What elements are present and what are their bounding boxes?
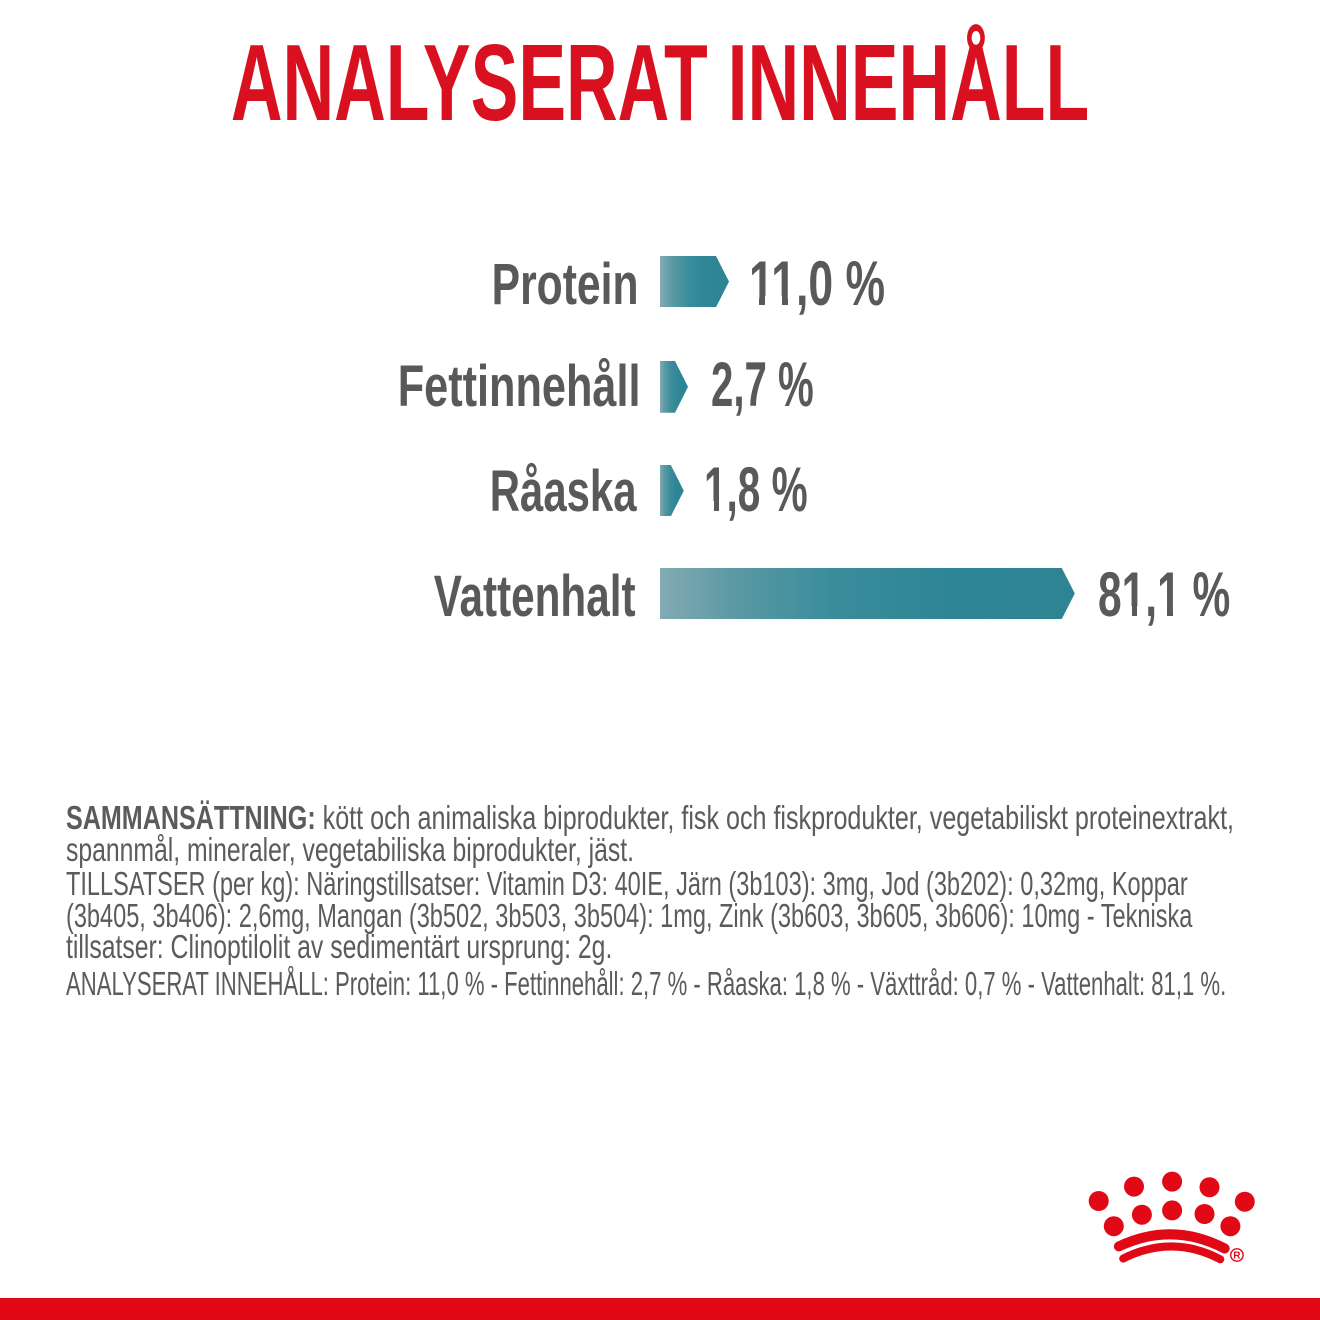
svg-text:R: R — [1233, 1251, 1241, 1262]
